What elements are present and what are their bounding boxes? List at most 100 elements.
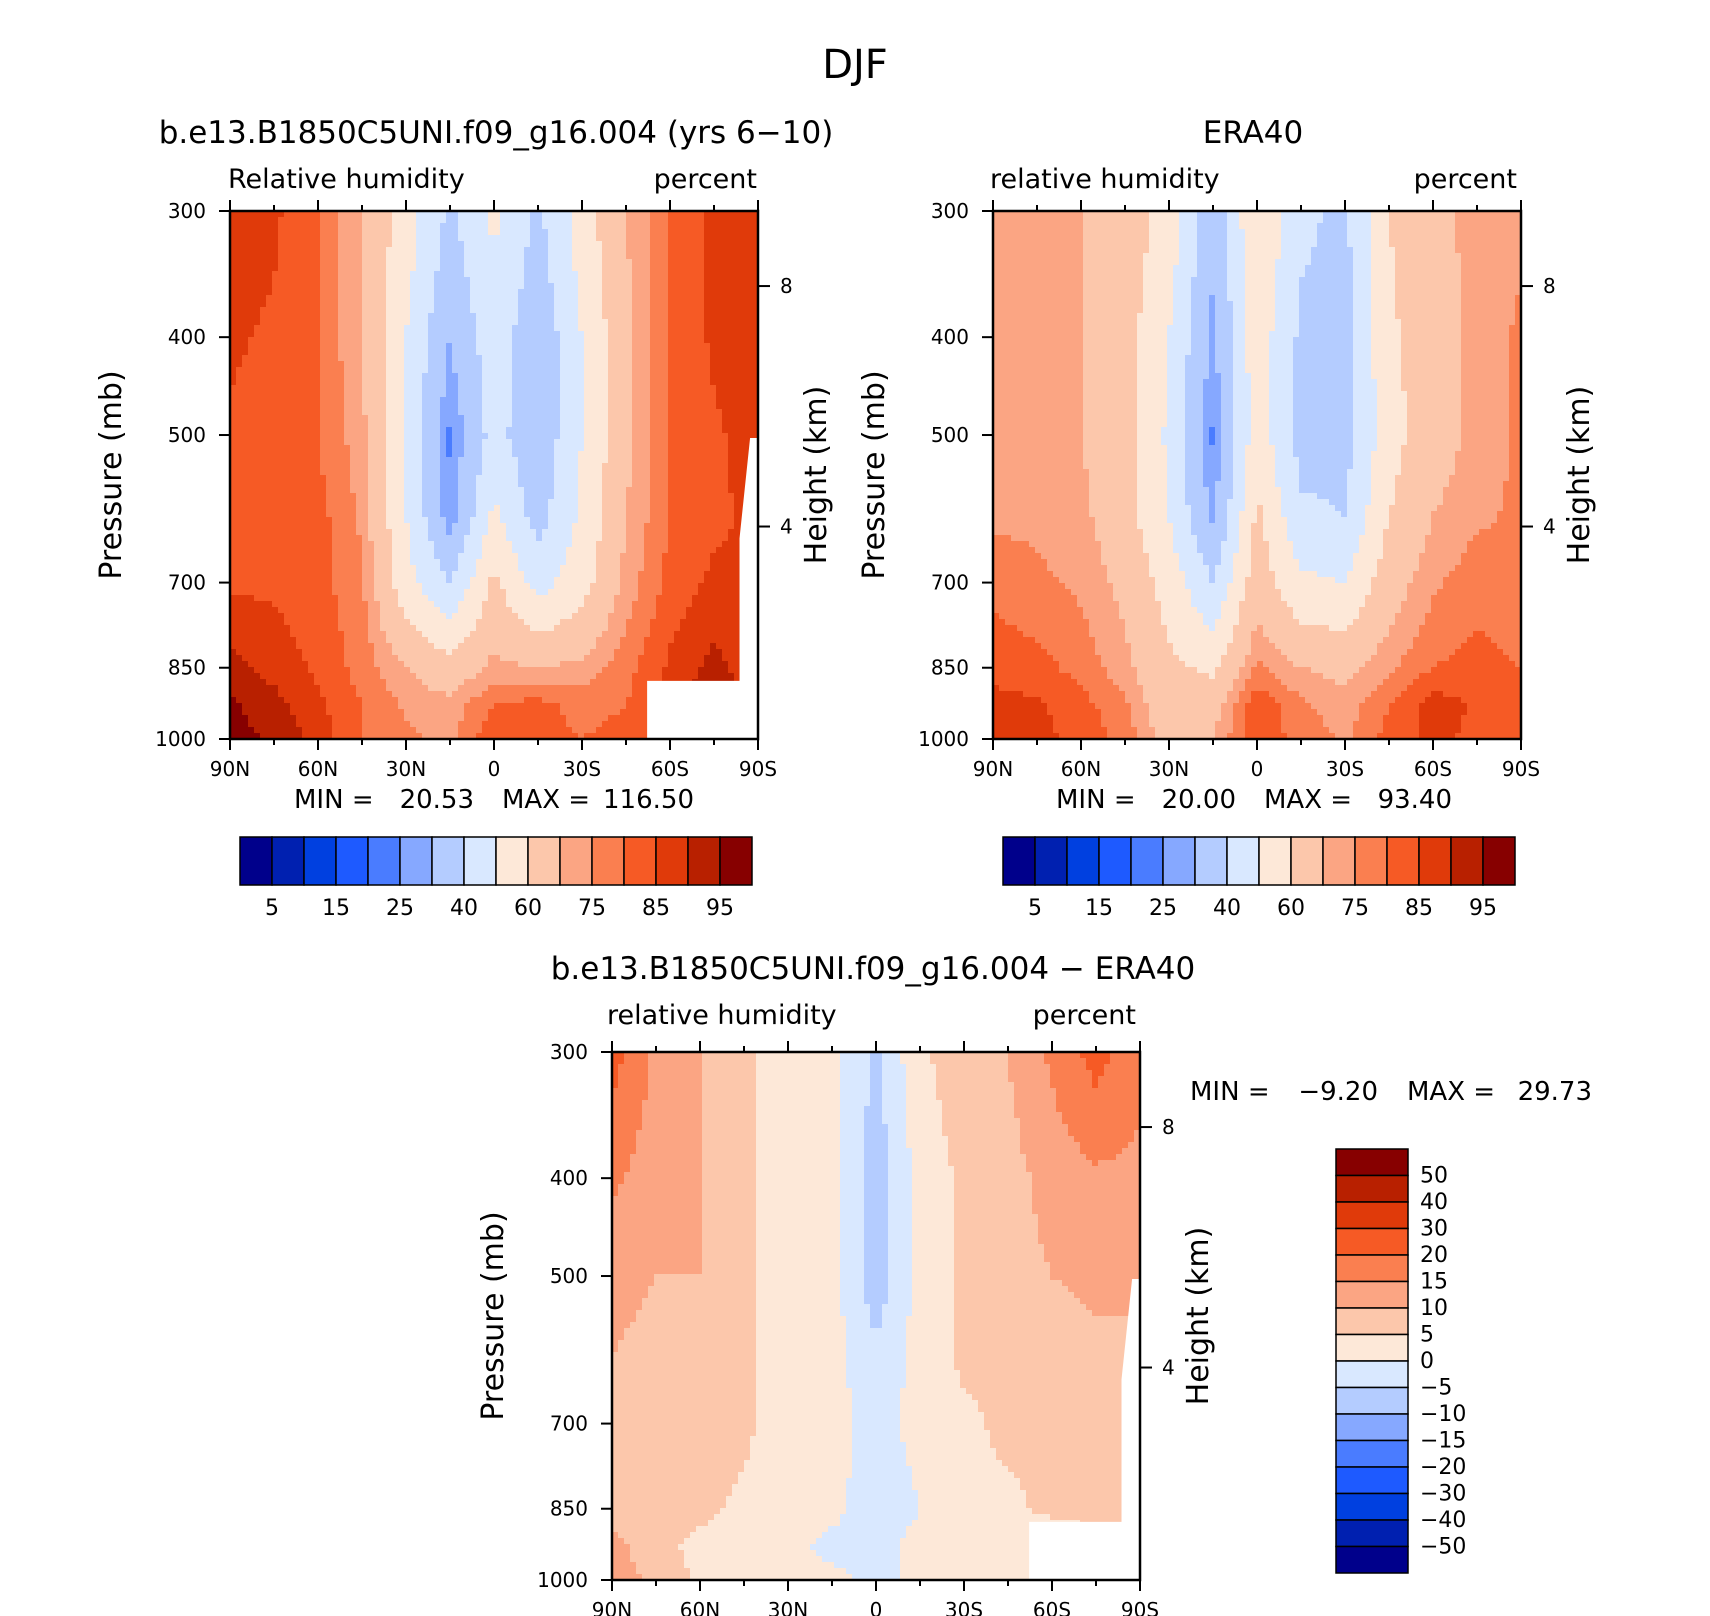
colorbar-label: 5 (1420, 1323, 1434, 1348)
panel-title-diff: b.e13.B1850C5UNI.f09_g16.004 − ERA40 (551, 951, 1196, 987)
panel-obs: ERA40 relative humidity percent 90N 60N 30… (857, 115, 1597, 921)
colorbar-label: 75 (1341, 896, 1369, 921)
max-label-diff: MAX = (1407, 1077, 1495, 1107)
y-tick-label: 400 (168, 325, 206, 349)
x-tick-label: 90N (973, 757, 1013, 781)
colorbar-label: 0 (1420, 1349, 1434, 1374)
colorbar-swatch-21 (1130, 836, 1164, 886)
heatmap-obs: 90N 60N 30N 0 30S 60S 90S 300 400 500 700 850 1000 8 4… (857, 199, 1597, 781)
colorbar-swatch-23 (1194, 836, 1228, 886)
y-tick-label: 300 (168, 199, 206, 223)
max-value-diff: 29.73 (1518, 1077, 1592, 1107)
colorbar-model: 5 15 25 40 60 75 85 95 (239, 836, 753, 921)
colorbar-label: 25 (1149, 896, 1177, 921)
y-tick-label: 850 (550, 1497, 588, 1521)
colorbar-swatch-43 (1335, 1413, 1409, 1442)
colorbar-label: 85 (1405, 896, 1433, 921)
left-label-diff: relative humidity (607, 1000, 837, 1031)
colorbar-label: −15 (1420, 1429, 1466, 1454)
colorbar-swatch-18 (1034, 836, 1068, 886)
left-label-obs: relative humidity (990, 164, 1220, 195)
topography-mask (647, 438, 758, 739)
colorbar-swatch-22 (1162, 836, 1196, 886)
colorbar-label: 15 (1420, 1270, 1448, 1295)
colorbar-swatch-45 (1335, 1466, 1409, 1495)
colorbar-label: 95 (706, 896, 734, 921)
contour-fill (993, 211, 1522, 740)
colorbar-label: 25 (386, 896, 414, 921)
y2-tick-label: 4 (780, 515, 793, 539)
topography-mask (1029, 1279, 1140, 1580)
colorbar-label: 15 (322, 896, 350, 921)
y-tick-label: 700 (550, 1412, 588, 1436)
colorbar-swatch-28 (1354, 836, 1388, 886)
colorbar-swatch-46 (1335, 1492, 1409, 1521)
y2-tick-label: 4 (1543, 515, 1556, 539)
colorbar-swatch-11 (559, 836, 593, 886)
colorbar-label: −30 (1420, 1482, 1466, 1507)
colorbar-swatch-1 (239, 836, 273, 886)
colorbar-swatch-6 (399, 836, 433, 886)
colorbar-swatch-19 (1066, 836, 1100, 886)
y-tick-label: 500 (550, 1264, 588, 1288)
colorbar-swatch-44 (1335, 1439, 1409, 1468)
colorbar-swatch-3 (303, 836, 337, 886)
colorbar-label: 40 (450, 896, 478, 921)
x-tick-label: 60S (1414, 757, 1452, 781)
colorbar-obs: 5 15 25 40 60 75 85 95 (1002, 836, 1516, 921)
min-label-model: MIN = (294, 785, 374, 815)
x-tick-label: 0 (870, 1598, 883, 1616)
y2-tick-label: 8 (1162, 1115, 1175, 1139)
colorbar-swatch-36 (1335, 1227, 1409, 1256)
y-tick-label: 700 (168, 571, 206, 595)
y-axis-title: Pressure (mb) (476, 1211, 511, 1420)
colorbar-swatch-5 (367, 836, 401, 886)
colorbar-label: 40 (1213, 896, 1241, 921)
colorbar-swatch-35 (1335, 1201, 1409, 1230)
colorbar-swatch-37 (1335, 1254, 1409, 1283)
colorbar-swatch-8 (463, 836, 497, 886)
x-tick-label: 30S (945, 1598, 983, 1616)
colorbar-swatch-42 (1335, 1386, 1409, 1415)
y-tick-label: 300 (931, 199, 969, 223)
x-tick-label: 30N (768, 1598, 808, 1616)
x-tick-label: 90N (210, 757, 250, 781)
colorbar-label: 20 (1420, 1243, 1448, 1268)
x-tick-label: 60N (298, 757, 338, 781)
colorbar-swatch-26 (1290, 836, 1324, 886)
colorbar-swatch-14 (655, 836, 689, 886)
y-tick-label: 500 (168, 423, 206, 447)
x-tick-label: 30S (1326, 757, 1364, 781)
y2-tick-label: 4 (1162, 1356, 1175, 1380)
colorbar-label: −40 (1420, 1508, 1466, 1533)
colorbar-label: −10 (1420, 1402, 1466, 1427)
min-label-obs: MIN = (1056, 785, 1136, 815)
colorbar-swatch-29 (1386, 836, 1420, 886)
max-label-model: MAX = (502, 785, 590, 815)
y2-tick-label: 8 (780, 274, 793, 298)
colorbar-swatch-15 (687, 836, 721, 886)
left-label-model: Relative humidity (228, 164, 465, 195)
colorbar-swatch-34 (1335, 1174, 1409, 1203)
colorbar-label: 75 (578, 896, 606, 921)
colorbar-label: −5 (1420, 1376, 1452, 1401)
colorbar-label: −20 (1420, 1455, 1466, 1480)
x-tick-label: 30N (1149, 757, 1189, 781)
colorbar-swatch-27 (1322, 836, 1356, 886)
y-tick-label: 400 (550, 1166, 588, 1190)
right-label-diff: percent (1033, 1000, 1136, 1031)
panel-title-obs: ERA40 (1203, 115, 1304, 151)
heatmap-diff: 90N 60N 30N 0 30S 60S 90S 300 400 500 700 850 1000 8 4… (476, 1040, 1216, 1616)
colorbar-swatch-33 (1335, 1148, 1409, 1177)
x-tick-label: 90S (1121, 1598, 1159, 1616)
y-axis-title: Pressure (mb) (857, 370, 892, 579)
colorbar-label: 60 (514, 896, 542, 921)
min-value-diff: −9.20 (1298, 1077, 1378, 1107)
colorbar-swatch-17 (1002, 836, 1036, 886)
max-label-obs: MAX = (1264, 785, 1352, 815)
colorbar-swatch-31 (1450, 836, 1484, 886)
colorbar-swatch-2 (271, 836, 305, 886)
y-tick-label: 1000 (918, 727, 969, 751)
x-tick-label: 90S (1502, 757, 1540, 781)
